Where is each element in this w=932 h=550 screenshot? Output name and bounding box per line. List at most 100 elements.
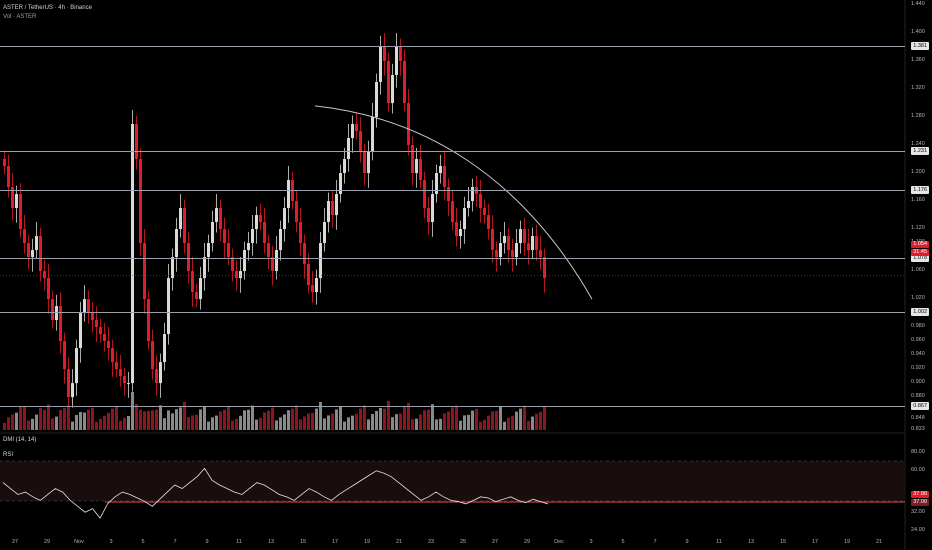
volume-bar xyxy=(343,421,346,430)
volume-bar xyxy=(303,416,306,430)
rsi-tick: 60.00 xyxy=(911,467,925,473)
candle-body xyxy=(131,124,134,384)
volume-bar xyxy=(323,418,326,430)
volume-bar xyxy=(527,420,530,430)
volume-bar xyxy=(419,414,422,430)
volume-bar xyxy=(71,421,74,430)
candle-body xyxy=(123,376,126,384)
volume-bar xyxy=(203,406,206,430)
volume-bar xyxy=(139,409,142,430)
volume-bar xyxy=(207,421,210,430)
candle-body xyxy=(147,299,150,342)
volume-bar xyxy=(15,412,18,430)
candle-body xyxy=(367,152,370,174)
rsi-tick: 24.00 xyxy=(911,527,925,533)
volume-bar xyxy=(307,413,310,430)
volume-bar xyxy=(447,411,450,430)
price-tick: 1.160 xyxy=(911,197,925,204)
candle-body xyxy=(299,222,302,244)
candle-body xyxy=(363,152,366,174)
volume-bar xyxy=(11,414,14,430)
volume-bar xyxy=(339,406,342,430)
candle-body xyxy=(315,278,318,293)
candle-body xyxy=(7,166,10,188)
volume-bar xyxy=(483,419,486,430)
volume-bar xyxy=(43,409,46,430)
volume-bar xyxy=(383,408,386,430)
time-tick: 29 xyxy=(523,539,531,545)
candle-body xyxy=(543,257,546,279)
candle-body xyxy=(287,180,290,209)
time-tick: Dec xyxy=(554,539,564,545)
price-level-line[interactable] xyxy=(0,258,905,260)
volume-bar xyxy=(311,412,314,430)
candle-body xyxy=(439,166,442,174)
candle-body xyxy=(279,229,282,251)
volume-bar xyxy=(283,414,286,430)
candle-body xyxy=(303,243,306,265)
candle-body xyxy=(431,194,434,223)
candle-body xyxy=(395,47,398,76)
candle-body xyxy=(335,194,338,216)
volume-bar xyxy=(171,413,174,430)
volume-bar xyxy=(95,421,98,430)
price-level-badge: 0.867 xyxy=(911,402,929,411)
candle-body xyxy=(199,278,202,300)
volume-bar xyxy=(363,405,366,430)
volume-bar xyxy=(351,415,354,430)
volume-bar xyxy=(531,416,534,430)
volume-bar xyxy=(103,415,106,430)
volume-bar xyxy=(223,409,226,430)
candle-body xyxy=(107,341,110,349)
volume-bar xyxy=(275,420,278,430)
volume-bar xyxy=(271,407,274,430)
time-tick: 27 xyxy=(491,539,499,545)
volume-bar xyxy=(379,408,382,430)
volume-bar xyxy=(147,410,150,430)
candle-body xyxy=(491,229,494,251)
volume-bar xyxy=(511,415,514,430)
candle-body xyxy=(391,75,394,104)
candle-body xyxy=(283,208,286,230)
candle-body xyxy=(231,257,234,272)
price-level-line[interactable] xyxy=(0,189,905,191)
volume-bar xyxy=(183,402,186,430)
volume-bar xyxy=(291,408,294,430)
volume-bar xyxy=(455,405,458,430)
price-level-badge: 1.176 xyxy=(911,185,929,194)
time-tick: 9 xyxy=(205,539,209,545)
price-level-line[interactable] xyxy=(0,406,905,408)
volume-bar xyxy=(83,412,86,430)
candle-body xyxy=(307,264,310,286)
volume-bar xyxy=(463,415,466,430)
candle-body xyxy=(511,250,514,258)
price-level-line[interactable] xyxy=(0,151,905,153)
volume-bar xyxy=(131,392,134,430)
time-tick: 19 xyxy=(363,539,371,545)
candle-body xyxy=(143,243,146,300)
volume-bar xyxy=(159,405,162,430)
price-level-line[interactable] xyxy=(0,311,905,313)
candle-body xyxy=(203,257,206,279)
volume-bar xyxy=(235,418,238,430)
price-tick: 0.980 xyxy=(911,323,925,330)
candle-body xyxy=(483,208,486,216)
time-tick: 7 xyxy=(173,539,177,545)
volume-bar xyxy=(19,406,22,430)
rsi-value-badge: 37.90 xyxy=(911,491,929,498)
volume-bar xyxy=(163,418,166,430)
volume-bar xyxy=(63,408,66,430)
volume-bar xyxy=(435,419,438,430)
volume-bar xyxy=(31,418,34,430)
price-level-line[interactable] xyxy=(0,46,905,48)
volume-bar xyxy=(367,419,370,430)
volume-bar xyxy=(239,415,242,430)
candle-body xyxy=(503,236,506,244)
volume-bar xyxy=(331,413,334,430)
volume-bar xyxy=(135,404,138,430)
time-tick: Nov xyxy=(74,539,84,545)
candle-body xyxy=(27,243,30,258)
volume-bar xyxy=(259,417,262,430)
